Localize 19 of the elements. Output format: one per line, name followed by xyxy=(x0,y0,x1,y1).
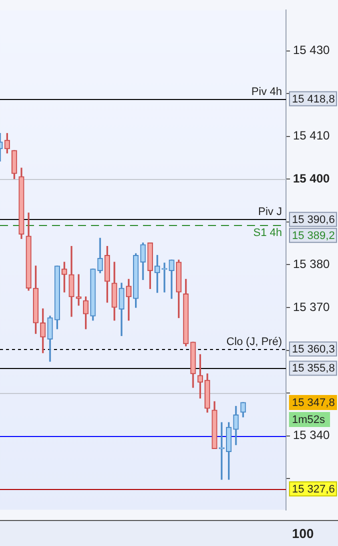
text: 15 347,8 xyxy=(292,396,335,409)
y-tick-label: 15 370 xyxy=(293,300,330,314)
ref-line-label: Piv J xyxy=(258,206,282,218)
y-tick-label: 15 410 xyxy=(293,128,330,143)
text: 15 390,6 xyxy=(292,214,335,226)
text: 15 418,8 xyxy=(292,93,335,106)
text: 15 389,2 xyxy=(292,230,335,242)
text: 15 327,6 xyxy=(292,483,335,496)
y-tick-label: 15 380 xyxy=(293,257,330,272)
text: 1m52s xyxy=(292,414,326,426)
y-tick-label: 15 340 xyxy=(293,428,330,442)
ref-line-label: S1 4h xyxy=(253,227,282,240)
text: 100 xyxy=(292,526,314,541)
y-tick-label: 15 400 xyxy=(293,171,330,186)
text: 15 355,8 xyxy=(292,362,335,375)
ref-line-label: Piv 4h xyxy=(251,86,282,98)
text: 15 360,3 xyxy=(292,344,335,356)
y-tick-label: 15 430 xyxy=(293,43,330,58)
ref-line-label: Clo (J, Pré) xyxy=(226,336,282,348)
